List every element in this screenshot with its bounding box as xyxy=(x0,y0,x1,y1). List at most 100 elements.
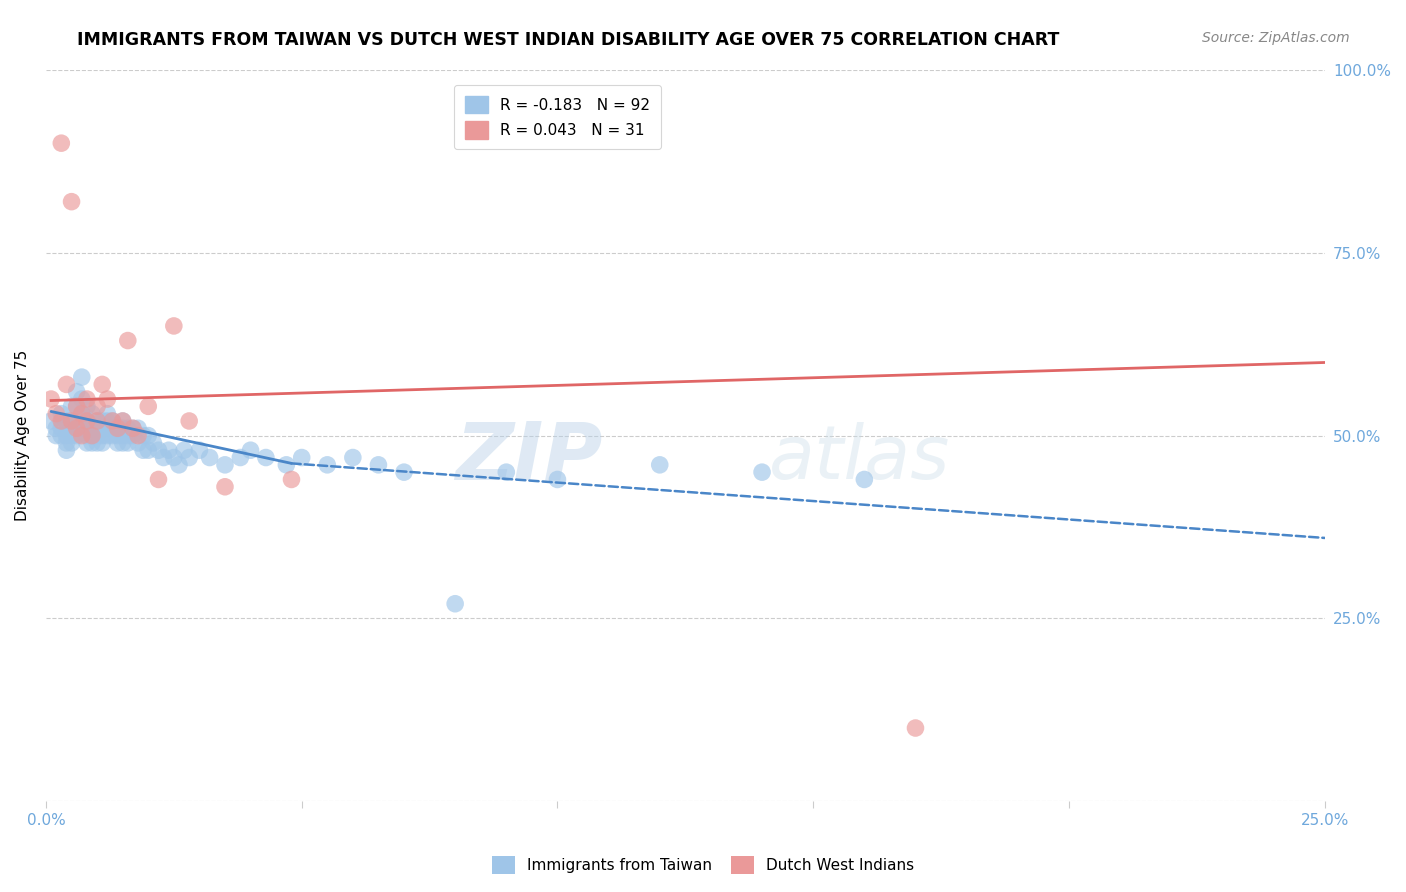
Point xyxy=(80,407,103,421)
Point xyxy=(546,473,568,487)
Point xyxy=(45,407,67,421)
Point xyxy=(70,428,93,442)
Point xyxy=(751,465,773,479)
Point xyxy=(76,436,98,450)
Point xyxy=(86,400,108,414)
Point xyxy=(904,721,927,735)
Point xyxy=(136,428,159,442)
Point xyxy=(70,392,93,406)
Point xyxy=(39,414,62,428)
Point xyxy=(66,428,89,442)
Point xyxy=(122,421,145,435)
Point xyxy=(342,450,364,465)
Point xyxy=(107,428,129,442)
Point xyxy=(127,421,149,435)
Point xyxy=(51,428,73,442)
Point xyxy=(45,421,67,435)
Point xyxy=(101,414,124,428)
Point xyxy=(239,443,262,458)
Point xyxy=(117,421,139,435)
Point xyxy=(101,428,124,442)
Point xyxy=(86,421,108,435)
Point xyxy=(55,443,77,458)
Point xyxy=(127,428,149,442)
Point xyxy=(86,436,108,450)
Point xyxy=(367,458,389,472)
Point xyxy=(167,458,190,472)
Point xyxy=(91,421,114,435)
Point xyxy=(80,428,103,442)
Point xyxy=(76,414,98,428)
Point xyxy=(122,428,145,442)
Point xyxy=(444,597,467,611)
Point xyxy=(51,421,73,435)
Point xyxy=(163,318,186,333)
Point xyxy=(76,414,98,428)
Point xyxy=(55,428,77,442)
Point xyxy=(254,450,277,465)
Point xyxy=(76,400,98,414)
Point xyxy=(179,414,201,428)
Point xyxy=(495,465,517,479)
Point xyxy=(91,436,114,450)
Point xyxy=(66,421,89,435)
Point xyxy=(70,407,93,421)
Point xyxy=(51,414,73,428)
Point xyxy=(148,473,170,487)
Point xyxy=(76,421,98,435)
Point xyxy=(276,458,298,472)
Point xyxy=(66,421,89,435)
Point xyxy=(107,421,129,435)
Point xyxy=(316,458,339,472)
Point xyxy=(76,392,98,406)
Point xyxy=(55,436,77,450)
Point xyxy=(117,436,139,450)
Point xyxy=(214,480,236,494)
Point xyxy=(60,436,83,450)
Point xyxy=(111,436,134,450)
Point xyxy=(163,450,186,465)
Point xyxy=(60,414,83,428)
Point xyxy=(66,384,89,399)
Point xyxy=(96,414,118,428)
Point xyxy=(76,428,98,442)
Point xyxy=(55,414,77,428)
Point xyxy=(66,400,89,414)
Point xyxy=(86,428,108,442)
Point xyxy=(55,377,77,392)
Point xyxy=(157,443,180,458)
Text: atlas: atlas xyxy=(769,422,950,493)
Point xyxy=(70,421,93,435)
Point xyxy=(51,407,73,421)
Point xyxy=(229,450,252,465)
Point xyxy=(80,436,103,450)
Point xyxy=(45,428,67,442)
Point xyxy=(111,414,134,428)
Point xyxy=(91,377,114,392)
Point xyxy=(142,436,165,450)
Point xyxy=(60,414,83,428)
Point xyxy=(173,443,195,458)
Legend: R = -0.183   N = 92, R = 0.043   N = 31: R = -0.183 N = 92, R = 0.043 N = 31 xyxy=(454,85,661,149)
Point xyxy=(96,392,118,406)
Y-axis label: Disability Age Over 75: Disability Age Over 75 xyxy=(15,350,30,521)
Point xyxy=(122,421,145,435)
Point xyxy=(127,436,149,450)
Point xyxy=(117,334,139,348)
Point xyxy=(648,458,671,472)
Point xyxy=(214,458,236,472)
Point xyxy=(86,414,108,428)
Point xyxy=(198,450,221,465)
Point xyxy=(392,465,415,479)
Point xyxy=(152,450,174,465)
Point xyxy=(66,414,89,428)
Point xyxy=(60,421,83,435)
Point xyxy=(60,400,83,414)
Point xyxy=(66,400,89,414)
Point xyxy=(132,428,155,442)
Point xyxy=(148,443,170,458)
Point xyxy=(111,428,134,442)
Point xyxy=(111,414,134,428)
Point xyxy=(136,443,159,458)
Text: IMMIGRANTS FROM TAIWAN VS DUTCH WEST INDIAN DISABILITY AGE OVER 75 CORRELATION C: IMMIGRANTS FROM TAIWAN VS DUTCH WEST IND… xyxy=(77,31,1060,49)
